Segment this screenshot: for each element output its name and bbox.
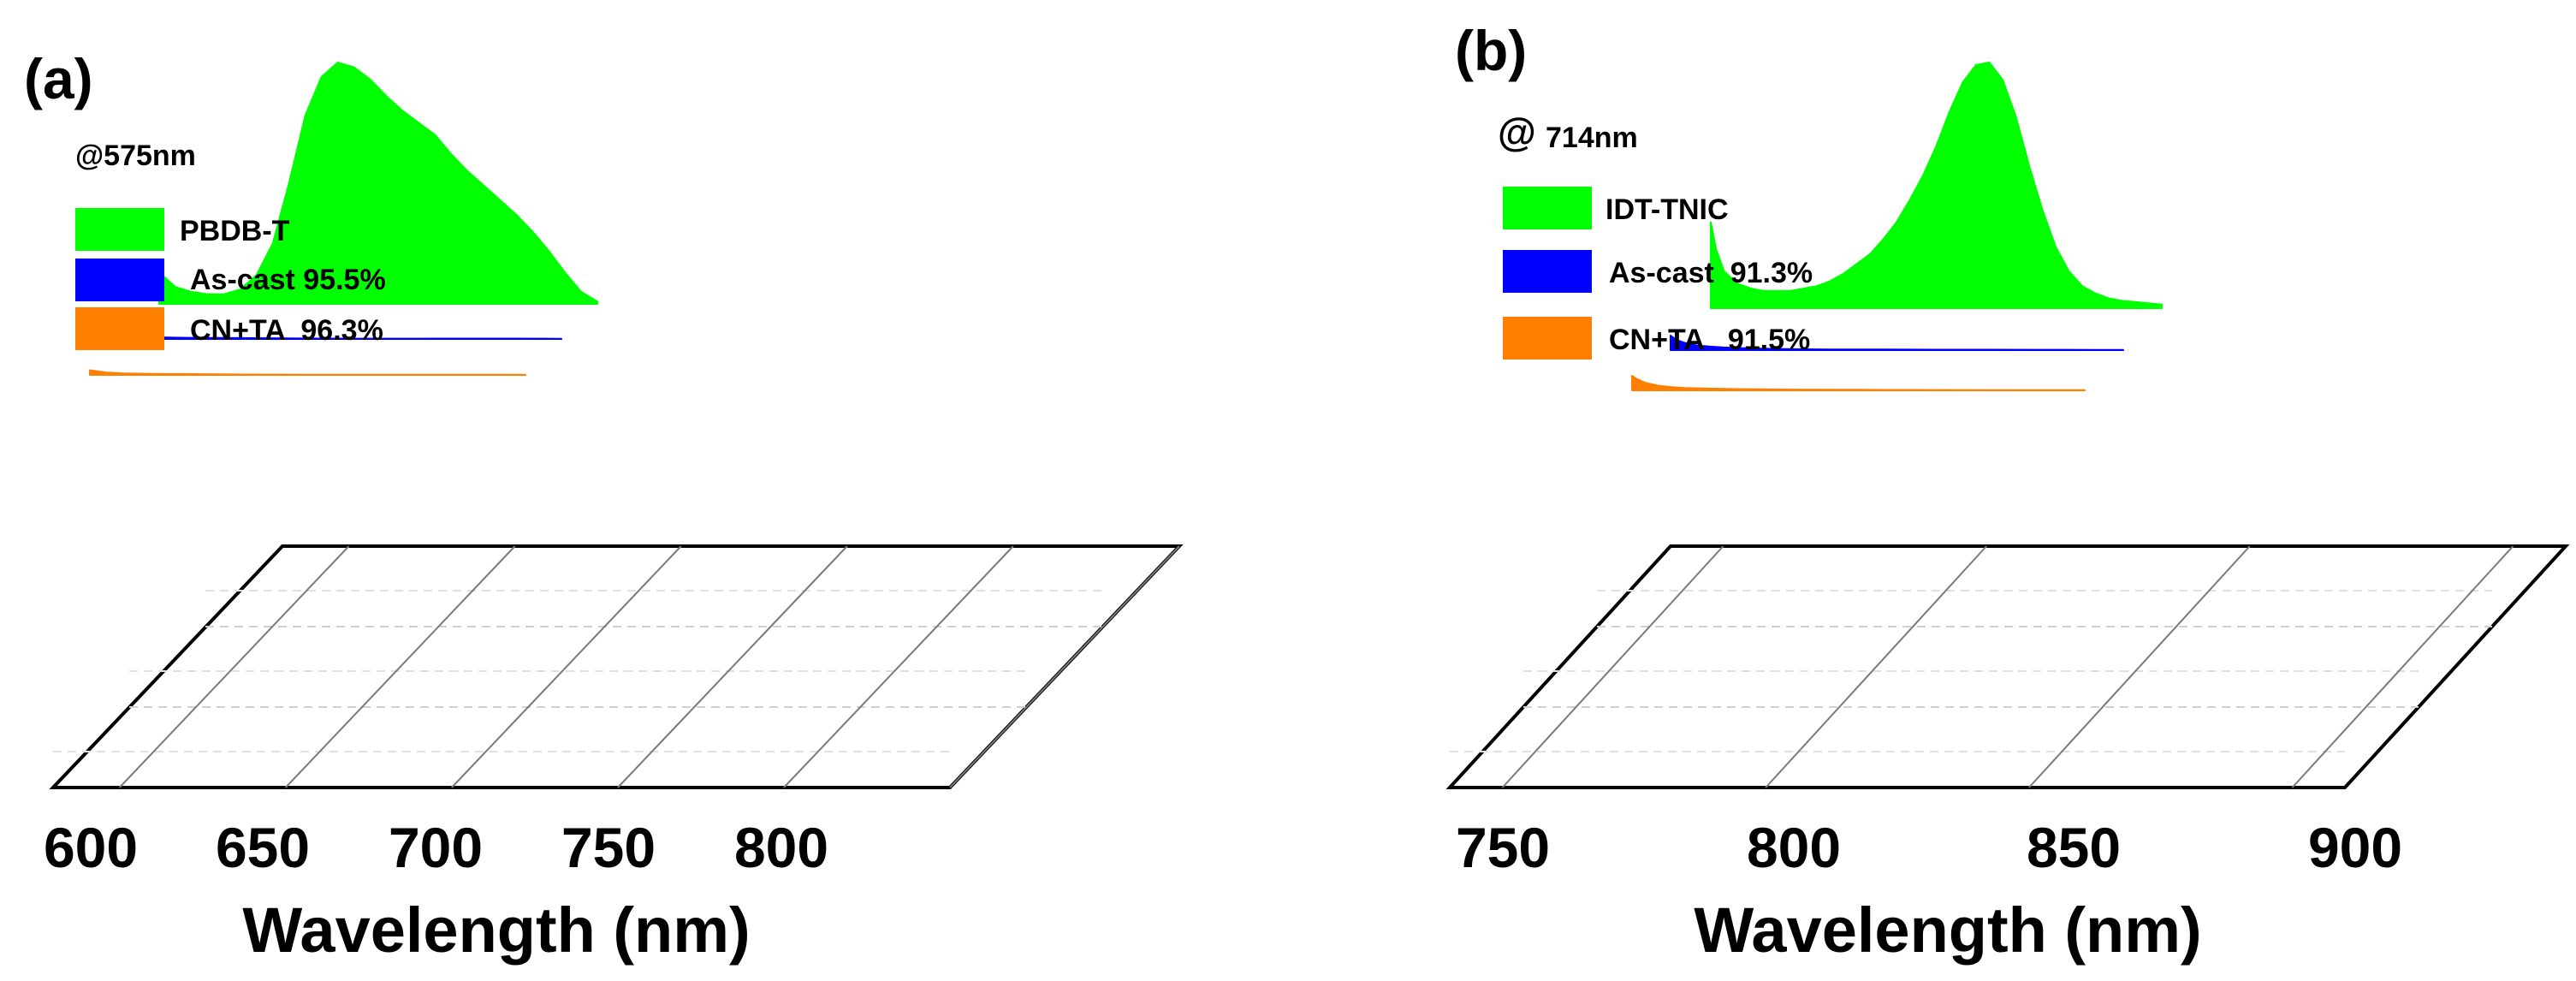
panel-a-annotation: @575nm xyxy=(75,140,196,172)
panel-b-tick-750: 750 xyxy=(1456,816,1550,879)
panel-b-x-axis-title: Wavelength (nm) xyxy=(1694,895,2201,966)
panel-b-legend: IDT-TNIC As-cast 91.3% CN+TA 91.5% xyxy=(1503,187,1813,360)
panel-a-x-ticks: 600 650 700 750 800 xyxy=(44,816,828,879)
panel-a-tick-800: 800 xyxy=(734,816,828,879)
panel-a-legend-swatch-pbdbt xyxy=(75,208,164,251)
panel-a-gridline-650 xyxy=(284,545,516,788)
panel-b-legend-label-ascast: As-cast 91.3% xyxy=(1609,257,1813,289)
panel-b-legend-swatch-cnta xyxy=(1503,317,1592,360)
panel-b-legend-swatch-idttnic xyxy=(1503,187,1592,229)
panel-b-legend-swatch-ascast xyxy=(1503,250,1592,293)
panel-b-label: (b) xyxy=(1455,19,1527,82)
panel-b-legend-label-idttnic: IDT-TNIC xyxy=(1606,193,1729,226)
panel-b-legend-label-cnta: CN+TA 91.5% xyxy=(1609,324,1810,356)
panel-a-gridline-600 xyxy=(118,545,350,788)
panel-a-legend-label-ascast: As-cast 95.5% xyxy=(190,264,386,296)
panel-b-annotation-value: 714nm xyxy=(1546,122,1638,154)
panel-b-floor xyxy=(1445,544,2570,789)
panel-b: (b) 750 800 850 900 Wavelength (nm) @ 71… xyxy=(1445,19,2570,966)
panel-a-legend-label-pbdbt: PBDB-T xyxy=(180,215,290,247)
panel-b-gridline-850 xyxy=(2028,545,2251,788)
panel-a-series xyxy=(89,62,598,376)
panel-b-series-idt-tnic xyxy=(1710,62,2163,309)
panel-b-series-as-cast-91-3 xyxy=(1670,335,2124,351)
panel-b-gridline-750 xyxy=(1501,545,1724,788)
panel-a-series-pbdb-t xyxy=(158,62,598,305)
panel-a-gridline-850 xyxy=(949,545,1180,788)
panel-a-tick-750: 750 xyxy=(561,816,656,879)
panel-b-tick-850: 850 xyxy=(2027,816,2121,879)
panel-a-legend-swatch-cnta xyxy=(75,307,164,350)
panel-a-label: (a) xyxy=(24,47,93,110)
panel-a-tick-700: 700 xyxy=(389,816,483,879)
panel-b-gridline-900 xyxy=(2291,545,2514,788)
panel-a-series-cn-ta-96-3 xyxy=(89,369,526,376)
panel-a-legend-label-cnta: CN+TA 96.3% xyxy=(190,314,383,347)
panel-b-annotation-at: @ xyxy=(1498,110,1536,154)
panel-a-floor-outline xyxy=(49,544,1184,789)
panel-a-legend-swatch-ascast xyxy=(75,259,164,301)
panel-a-tick-650: 650 xyxy=(216,816,310,879)
panel-b-wavelength-gridlines xyxy=(1501,545,2514,788)
panel-b-series-cn-ta-91-5 xyxy=(1631,375,2086,391)
panel-b-series xyxy=(1631,62,2163,391)
panel-a-wavelength-gridlines xyxy=(118,545,1180,788)
panel-a-legend: PBDB-T As-cast 95.5% CN+TA 96.3% xyxy=(75,208,386,350)
panel-b-gridline-800 xyxy=(1765,545,1987,788)
panel-b-tick-800: 800 xyxy=(1747,816,1841,879)
panel-b-x-ticks: 750 800 850 900 xyxy=(1456,816,2402,879)
panel-a: (a) 600 650 700 750 800 Wavelength (nm) … xyxy=(24,47,1184,966)
panel-b-tick-900: 900 xyxy=(2308,816,2402,879)
panel-a-floor xyxy=(49,544,1184,789)
panel-a-gridline-800 xyxy=(783,545,1014,788)
panel-a-x-axis-title: Wavelength (nm) xyxy=(242,895,750,966)
panel-a-gridline-750 xyxy=(617,545,848,788)
panel-a-gridline-700 xyxy=(451,545,682,788)
panel-a-tick-600: 600 xyxy=(44,816,138,879)
